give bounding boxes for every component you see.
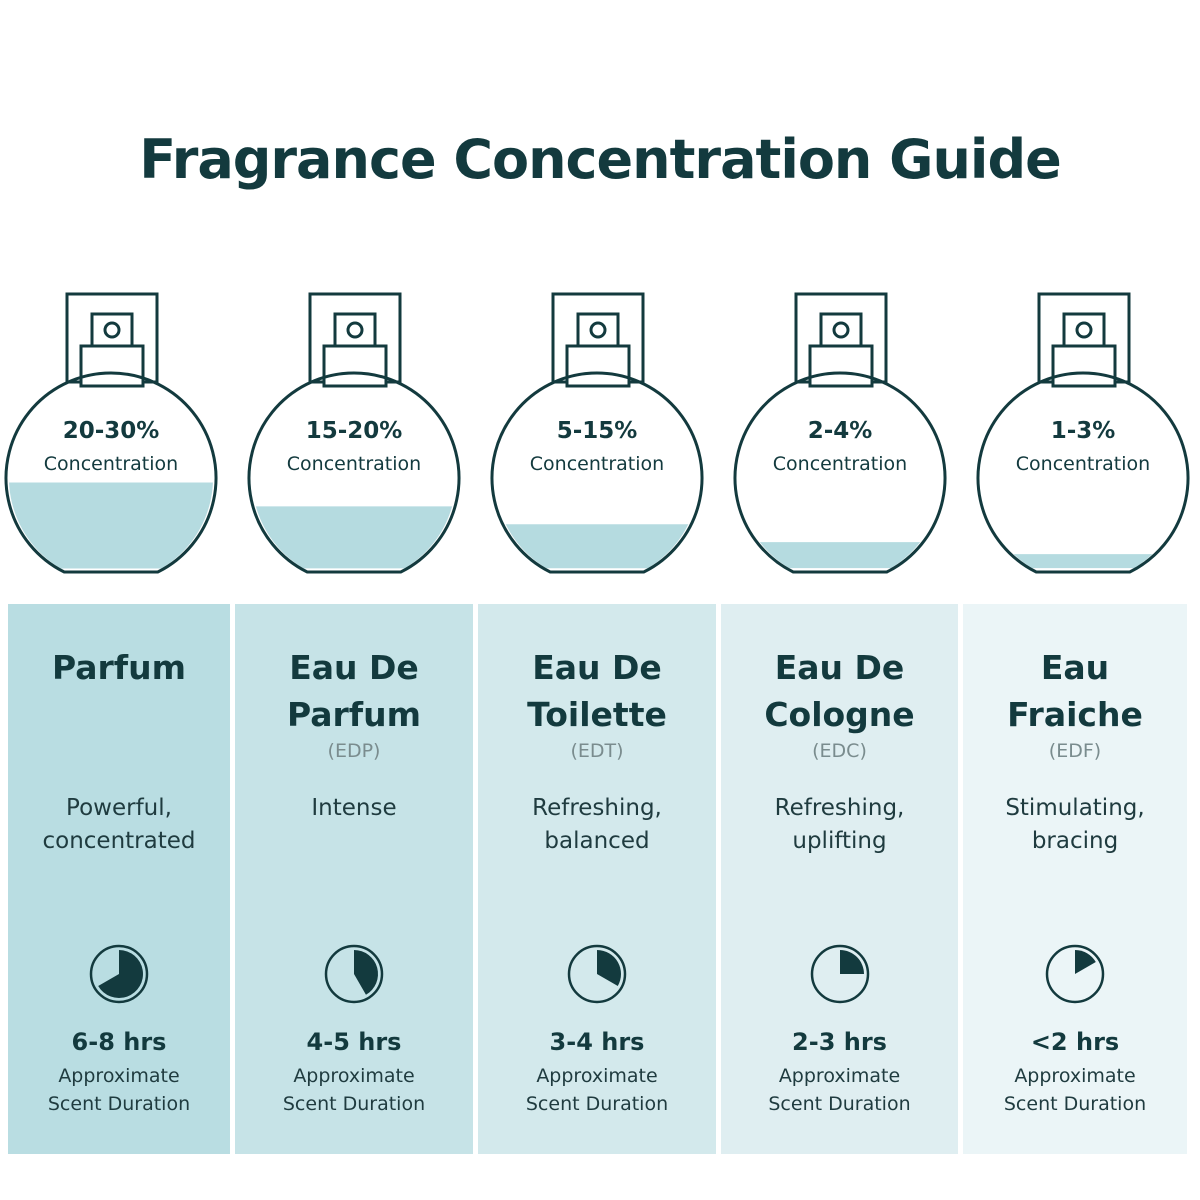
scent-duration-label: Approximate Scent Duration (525, 1065, 669, 1115)
liquid-fill (505, 524, 689, 569)
fragrance-abbreviation: (EDF) (1048, 740, 1102, 762)
fragrance-abbreviation: (EDP) (327, 740, 381, 762)
clock-pie-icon (567, 944, 627, 1004)
liquid-fill (759, 542, 921, 569)
fragrance-type-column: Eau De Toilette (EDT) Refreshing, balanced… (478, 604, 716, 1154)
nozzle-hole (1075, 321, 1093, 339)
clock-pie-slice (354, 950, 379, 995)
fragrance-type-column: Eau De Cologne (EDC) Refreshing, uplifting… (721, 604, 958, 1154)
scent-duration-label: Approximate Scent Duration (47, 1065, 191, 1115)
scent-duration-label: Approximate Scent Duration (768, 1065, 911, 1115)
bottle-body (4, 371, 218, 574)
cap-nozzle (333, 312, 377, 348)
cap-nozzle (90, 312, 134, 348)
fragrance-description: Powerful, concentrated (42, 795, 196, 854)
concentration-percent: 5-15% (556, 418, 638, 444)
liquid-fill (9, 482, 213, 569)
fragrance-name: Eau Fraiche (1007, 648, 1143, 734)
fragrance-description: Intense (311, 795, 397, 821)
fragrance-abbreviation: (EDC) (812, 740, 867, 762)
fragrance-name: Parfum (51, 648, 187, 687)
scent-duration-label: Approximate Scent Duration (1003, 1065, 1147, 1115)
page-title: Fragrance Concentration Guide (139, 128, 1061, 191)
cap-nozzle (576, 312, 620, 348)
fragrance-type-column: Eau De Parfum (EDP) Intense 4-5 hrs Appro… (235, 604, 473, 1154)
clock-pie-icon (1045, 944, 1105, 1004)
clock-pie-slice (597, 950, 622, 986)
fragrance-type-column: Parfum Powerful, concentrated 6-8 hrs App… (8, 604, 230, 1154)
scent-duration: 2-3 hrs (792, 1028, 887, 1056)
cap-nozzle (819, 312, 863, 348)
clock-pie-slice (98, 950, 143, 998)
fragrance-abbreviation: (EDT) (570, 740, 624, 762)
scent-duration: <2 hrs (1030, 1028, 1120, 1056)
fragrance-type-column: Eau Fraiche (EDF) Stimulating, bracing <2 … (963, 604, 1187, 1154)
bottle-body (976, 371, 1190, 574)
bottle-neck (1051, 344, 1117, 388)
fragrance-name: Eau De Cologne (764, 648, 915, 734)
fragrance-description: Refreshing, uplifting (774, 795, 905, 854)
nozzle-hole (589, 321, 607, 339)
cap-nozzle (1062, 312, 1106, 348)
concentration-percent: 15-20% (305, 418, 403, 444)
concentration-percent: 1-3% (1050, 418, 1116, 444)
nozzle-hole (832, 321, 850, 339)
fragrance-description: Stimulating, bracing (1005, 795, 1145, 854)
fragrance-name: Eau De Parfum (286, 648, 422, 734)
perfume-bottle: 15-20% Concentration (244, 290, 464, 580)
bottle-body (247, 371, 461, 574)
clock-pie-icon (810, 944, 869, 1004)
scent-duration: 4-5 hrs (306, 1028, 402, 1056)
scent-duration: 6-8 hrs (71, 1028, 167, 1056)
concentration-label: Concentration (529, 453, 665, 475)
perfume-bottle: 5-15% Concentration (487, 290, 707, 580)
perfume-bottle: 2-4% Concentration (730, 290, 950, 580)
scent-duration-label: Approximate Scent Duration (282, 1065, 426, 1115)
nozzle-hole (346, 321, 364, 339)
concentration-label: Concentration (43, 453, 179, 475)
concentration-label: Concentration (286, 453, 422, 475)
liquid-fill (255, 506, 453, 569)
perfume-bottle: 1-3% Concentration (973, 290, 1193, 580)
concentration-label: Concentration (772, 453, 908, 475)
bottle-neck (79, 344, 145, 388)
clock-pie-icon (324, 944, 384, 1004)
concentration-percent: 2-4% (807, 418, 873, 444)
bottle-neck (565, 344, 631, 388)
bottle-neck (808, 344, 874, 388)
fragrance-description: Refreshing, balanced (532, 795, 662, 854)
clock-pie-slice (1075, 950, 1096, 974)
perfume-bottle: 20-30% Concentration (1, 290, 221, 580)
liquid-fill (1013, 554, 1153, 569)
scent-duration: 3-4 hrs (549, 1028, 645, 1056)
clock-pie-slice (839, 950, 864, 974)
clock-pie-icon (89, 944, 149, 1004)
concentration-label: Concentration (1015, 453, 1151, 475)
bottle-body (733, 371, 947, 574)
concentration-percent: 20-30% (62, 418, 160, 444)
bottle-neck (322, 344, 388, 388)
bottle-body (490, 371, 704, 574)
nozzle-hole (103, 321, 121, 339)
fragrance-name: Eau De Toilette (527, 648, 667, 734)
